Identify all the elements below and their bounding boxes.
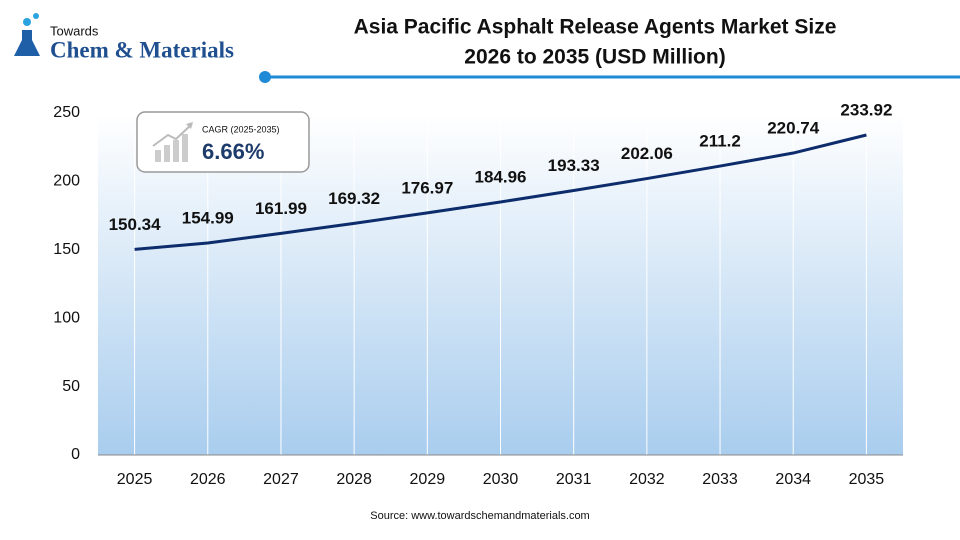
x-tick-label: 2034	[775, 471, 811, 488]
line	[134, 133, 867, 251]
x-tick-label: 2032	[629, 471, 665, 488]
cagr-value: 6.66%	[202, 139, 264, 164]
data-label: 184.96	[475, 167, 527, 186]
data-label: 220.74	[767, 119, 820, 138]
chart-title: 2026 to 2035 (USD Million)	[464, 46, 725, 69]
y-tick-label: 200	[53, 173, 80, 190]
logo: Towards Chem & Materials	[14, 13, 234, 62]
cagr-label: CAGR (2025-2035)	[202, 124, 280, 134]
chart-title: Asia Pacific Asphalt Release Agents Mark…	[354, 16, 837, 39]
x-tick-label: 2031	[556, 471, 592, 488]
x-tick-label: 2035	[849, 471, 885, 488]
logo-top: Towards	[50, 23, 99, 38]
x-tick-label: 2026	[190, 471, 226, 488]
x-tick-label: 2028	[336, 471, 372, 488]
header-dot	[259, 71, 271, 83]
logo-main: Chem & Materials	[50, 37, 234, 62]
y-tick-label: 250	[53, 104, 80, 121]
data-label: 169.32	[328, 189, 380, 208]
data-label: 193.33	[548, 156, 600, 175]
data-label: 176.97	[401, 178, 453, 197]
data-label: 150.34	[109, 215, 162, 234]
source: Source: www.towardschemandmaterials.com	[370, 510, 589, 522]
x-tick-label: 2025	[117, 471, 153, 488]
cagr-box: CAGR (2025-2035) 6.66%	[136, 111, 310, 173]
y-tick-label: 150	[53, 241, 80, 258]
x-tick-label: 2030	[483, 471, 519, 488]
x-tick-label: 2029	[410, 471, 446, 488]
data-label: 233.92	[840, 100, 892, 119]
data-label: 202.06	[621, 144, 673, 163]
y-tick-label: 0	[71, 446, 80, 463]
data-label: 211.2	[699, 132, 741, 151]
y-tick-label: 100	[53, 309, 80, 326]
data-label: 154.99	[182, 208, 234, 227]
x-tick-label: 2033	[702, 471, 738, 488]
y-tick-label: 50	[62, 378, 80, 395]
x-tick-label: 2027	[263, 471, 299, 488]
data-label: 161.99	[255, 199, 307, 218]
